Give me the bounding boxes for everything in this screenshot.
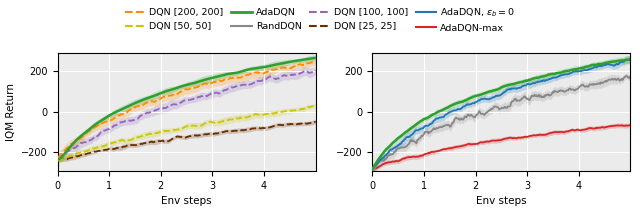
X-axis label: Env steps: Env steps xyxy=(161,196,212,206)
X-axis label: Env steps: Env steps xyxy=(476,196,527,206)
Legend: DQN [200, 200], DQN [50, 50], AdaDQN, RandDQN, DQN [100, 100], DQN [25, 25], Ada: DQN [200, 200], DQN [50, 50], AdaDQN, Ra… xyxy=(121,3,519,36)
Y-axis label: IQM Return: IQM Return xyxy=(6,83,16,141)
